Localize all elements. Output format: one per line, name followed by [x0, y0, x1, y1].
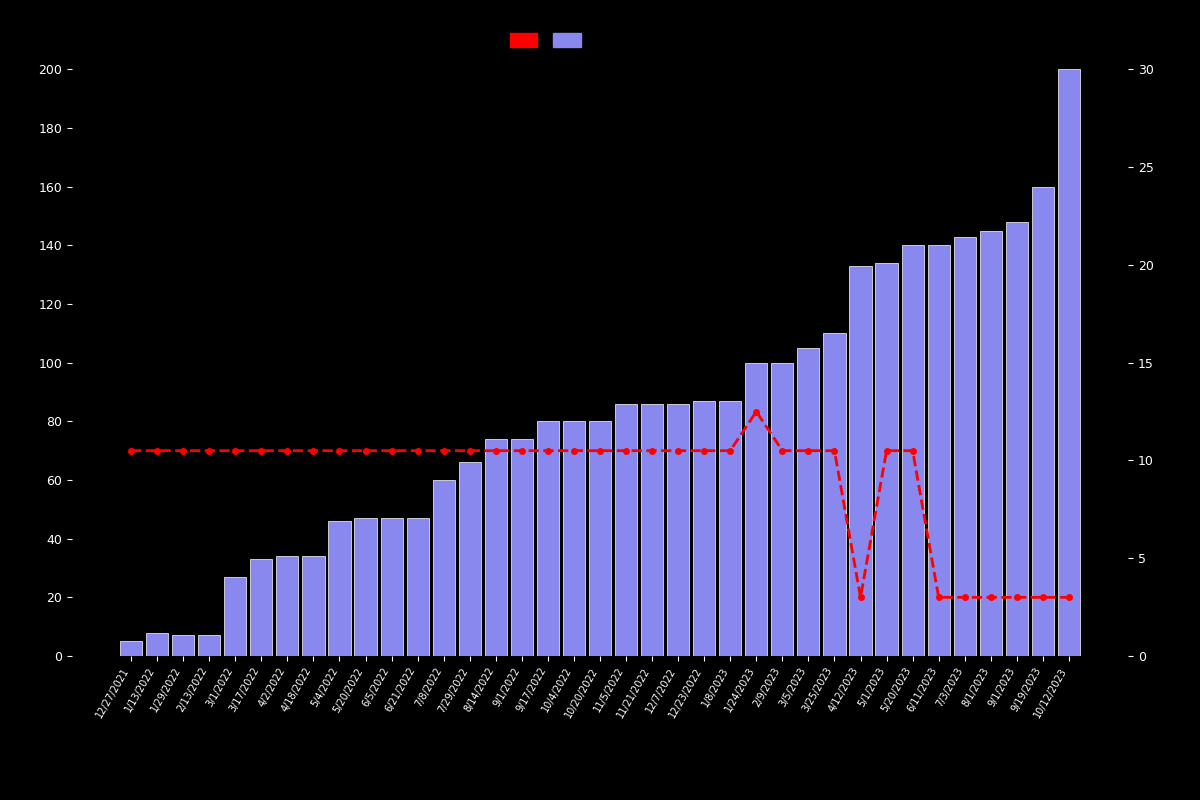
Bar	[850, 266, 871, 656]
Bar	[172, 635, 194, 656]
Bar	[536, 422, 559, 656]
Bar	[224, 577, 246, 656]
Bar	[1006, 222, 1028, 656]
Bar	[954, 237, 976, 656]
Bar	[354, 518, 377, 656]
Bar	[614, 404, 637, 656]
Bar	[146, 633, 168, 656]
Legend: , : ,	[505, 29, 589, 52]
Bar	[876, 263, 898, 656]
Bar	[433, 480, 455, 656]
Bar	[901, 246, 924, 656]
Bar	[380, 518, 403, 656]
Bar	[511, 439, 533, 656]
Bar	[823, 334, 846, 656]
Bar	[719, 401, 742, 656]
Bar	[563, 422, 586, 656]
Bar	[1032, 186, 1054, 656]
Bar	[694, 401, 715, 656]
Bar	[797, 348, 820, 656]
Bar	[641, 404, 664, 656]
Bar	[589, 422, 611, 656]
Bar	[1058, 70, 1080, 656]
Bar	[407, 518, 428, 656]
Bar	[979, 230, 1002, 656]
Bar	[302, 556, 324, 656]
Bar	[329, 521, 350, 656]
Bar	[772, 362, 793, 656]
Bar	[251, 559, 272, 656]
Bar	[120, 642, 142, 656]
Bar	[458, 462, 481, 656]
Bar	[276, 556, 299, 656]
Bar	[667, 404, 689, 656]
Bar	[485, 439, 506, 656]
Bar	[928, 246, 949, 656]
Bar	[745, 362, 767, 656]
Bar	[198, 635, 221, 656]
